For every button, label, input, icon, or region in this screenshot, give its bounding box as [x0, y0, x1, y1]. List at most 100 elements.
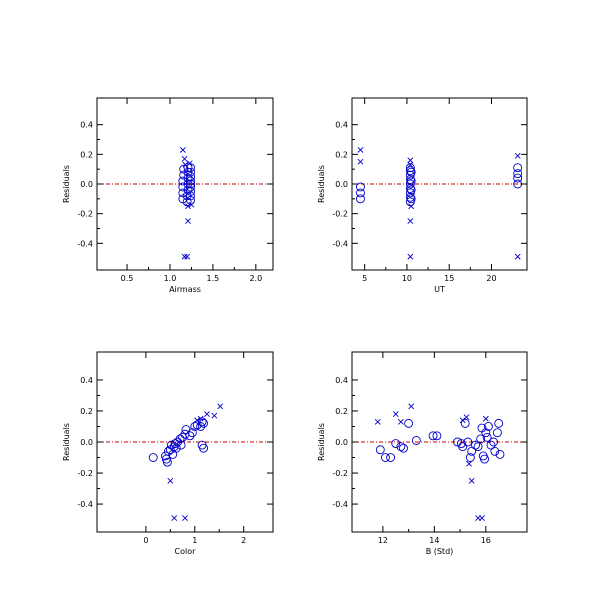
x-point [514, 253, 521, 260]
x-point [397, 418, 404, 425]
x-point [182, 161, 189, 168]
circle-point [185, 431, 195, 441]
circle-point [476, 434, 486, 444]
circle-point [406, 194, 416, 204]
x-point [181, 155, 188, 162]
circle-point [471, 440, 480, 450]
circle-point [171, 443, 181, 453]
x-point [357, 146, 364, 153]
x-point [514, 152, 521, 159]
x-point [204, 411, 210, 417]
circle-point [490, 446, 500, 456]
y-tick-label: -0.2 [77, 469, 93, 478]
circle-point [391, 439, 401, 449]
circle-point [386, 453, 396, 462]
circle-point [183, 173, 193, 183]
circle-point [458, 442, 468, 452]
x-tick-label: 1.0 [164, 274, 177, 283]
circle-point [406, 185, 416, 195]
y-tick-label: 0.2 [80, 407, 93, 416]
scatter-panel: 0 1 2 -0.4 -0.2 0.0 0.2 0.4 Color Residuals [62, 351, 274, 556]
x-point [217, 403, 224, 410]
x-point [181, 253, 188, 260]
circle-point [405, 175, 415, 185]
circle-point [453, 437, 462, 447]
circle-point [513, 163, 523, 173]
circle-point [186, 176, 196, 186]
x-axis-label: Color [175, 547, 197, 556]
y-tick-label: 0.0 [80, 180, 93, 189]
circle-point [186, 179, 196, 189]
circle-point [187, 428, 197, 438]
circle-point [495, 449, 505, 459]
circle-point [182, 191, 192, 201]
x-point [171, 515, 178, 521]
circle-point [405, 192, 415, 202]
y-tick-label: 0.4 [335, 121, 348, 130]
x-tick-label: 16 [481, 536, 491, 545]
circle-point [186, 182, 196, 192]
circle-point [375, 445, 385, 455]
x-point [194, 417, 201, 424]
x-tick-label: 20 [486, 274, 496, 283]
circle-point [199, 418, 209, 428]
circle-point [396, 442, 406, 452]
circle-point [356, 182, 365, 192]
x-point [407, 253, 414, 260]
y-tick-label: 0.2 [80, 150, 93, 159]
x-tick-label: 0 [143, 536, 148, 545]
x-tick-label: 14 [429, 536, 439, 545]
y-tick-label: 0.4 [80, 121, 93, 130]
circle-point [183, 185, 193, 195]
circle-point [492, 428, 502, 438]
x-tick-label: 12 [378, 536, 388, 545]
x-point [185, 203, 191, 210]
scatter-panel: 5 10 15 20 -0.4 -0.2 0.0 0.2 0.4 UT Residuals [317, 97, 528, 294]
x-axis-label: B (Std) [426, 547, 454, 556]
circle-point [399, 443, 408, 453]
y-tick-label: 0.2 [335, 407, 348, 416]
circle-point [356, 188, 365, 198]
circle-point [483, 422, 493, 431]
circle-point [465, 453, 475, 462]
x-axis-label: Airmass [169, 285, 201, 294]
y-axis-label: Residuals [317, 165, 326, 203]
x-tick-label: 1.5 [207, 274, 220, 283]
y-tick-label: 0.0 [335, 438, 348, 447]
circle-point [428, 431, 438, 441]
x-axis-label: UT [434, 285, 445, 294]
circle-point [199, 443, 209, 453]
y-tick-label: 0.0 [80, 438, 93, 447]
circle-point [404, 418, 414, 428]
circle-point [162, 457, 172, 467]
x-point [482, 415, 489, 422]
x-point [459, 417, 466, 424]
x-point [407, 161, 414, 168]
circle-point [405, 163, 415, 173]
x-point [197, 415, 204, 422]
circle-point [186, 186, 196, 196]
circle-point [406, 176, 416, 186]
x-point [182, 515, 188, 521]
circle-point [513, 169, 523, 179]
x-point [186, 160, 193, 167]
y-tick-label: -0.4 [77, 239, 93, 248]
x-tick-label: 1 [192, 536, 197, 545]
circle-point [463, 437, 473, 447]
circle-point [196, 422, 206, 431]
x-point [479, 515, 485, 521]
y-tick-label: -0.4 [77, 500, 93, 509]
circle-point [480, 454, 489, 464]
circle-point [405, 166, 415, 176]
y-tick-label: -0.4 [332, 239, 348, 248]
circle-point [170, 439, 180, 449]
x-point [468, 477, 475, 484]
y-axis-label: Residuals [62, 423, 71, 461]
x-point [466, 460, 473, 467]
y-axis-label: Residuals [62, 165, 71, 203]
x-point [211, 412, 218, 419]
x-tick-label: 0.5 [121, 274, 134, 283]
scatter-panels: 0.5 1.0 1.5 2.0 -0.4 -0.2 0.0 0.2 0.4 Airmass Resi… [62, 97, 528, 556]
